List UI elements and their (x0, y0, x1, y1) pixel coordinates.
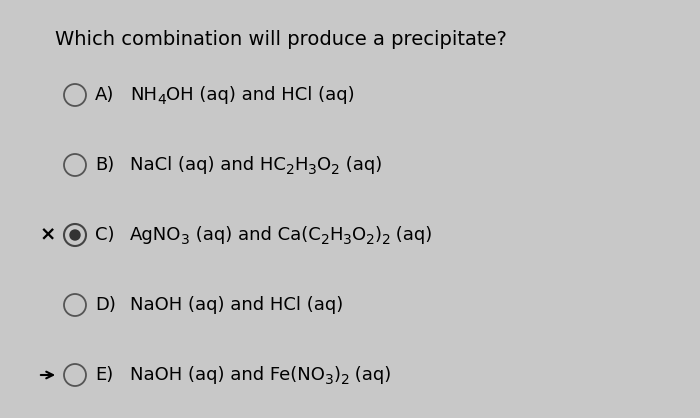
Text: 2: 2 (341, 373, 349, 387)
Circle shape (69, 229, 80, 241)
Text: E): E) (95, 366, 113, 384)
Text: 2: 2 (366, 233, 375, 247)
Text: 3: 3 (343, 233, 352, 247)
Text: ): ) (374, 226, 382, 244)
Text: Which combination will produce a precipitate?: Which combination will produce a precipi… (55, 30, 507, 49)
Text: 2: 2 (321, 233, 330, 247)
Text: NaCl (aq) and HC: NaCl (aq) and HC (130, 156, 286, 174)
Text: O: O (317, 156, 331, 174)
Text: 3: 3 (325, 373, 334, 387)
Text: 2: 2 (286, 163, 295, 177)
Text: ×: × (40, 225, 56, 245)
Text: B): B) (95, 156, 114, 174)
Text: H: H (330, 226, 343, 244)
Text: NH: NH (130, 86, 157, 104)
Text: OH (aq) and HCl (aq): OH (aq) and HCl (aq) (166, 86, 354, 104)
Text: 2: 2 (331, 163, 340, 177)
Text: 3: 3 (181, 233, 190, 247)
Text: NaOH (aq) and HCl (aq): NaOH (aq) and HCl (aq) (130, 296, 343, 314)
Text: O: O (352, 226, 366, 244)
Text: 2: 2 (382, 233, 391, 247)
Text: AgNO: AgNO (130, 226, 181, 244)
Text: (aq): (aq) (349, 366, 391, 384)
Text: D): D) (95, 296, 116, 314)
Text: C): C) (95, 226, 115, 244)
Text: H: H (295, 156, 308, 174)
Text: 3: 3 (308, 163, 317, 177)
Text: 4: 4 (157, 93, 166, 107)
Text: (aq): (aq) (340, 156, 382, 174)
Text: A): A) (95, 86, 114, 104)
Text: NaOH (aq) and Fe(NO: NaOH (aq) and Fe(NO (130, 366, 325, 384)
Text: ): ) (334, 366, 341, 384)
Text: (aq): (aq) (391, 226, 433, 244)
Text: (aq) and Ca(C: (aq) and Ca(C (190, 226, 321, 244)
